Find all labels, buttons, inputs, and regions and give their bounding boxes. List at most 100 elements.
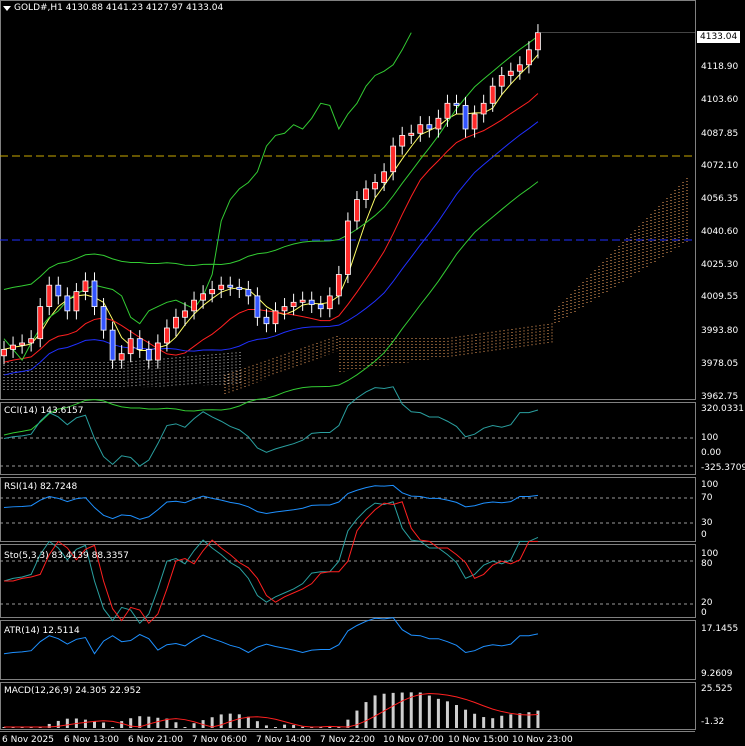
ma-fast-line xyxy=(3,93,539,363)
macd-bar xyxy=(346,719,350,728)
rsi-level: 30 xyxy=(701,518,713,528)
candle-body xyxy=(209,289,216,295)
symbol-header: GOLD#,H1 4130.88 4141.23 4127.97 4133.04 xyxy=(14,3,224,13)
candle-body xyxy=(308,299,315,305)
candle-body xyxy=(200,293,207,301)
price-label: 4040.60 xyxy=(701,227,739,237)
macd-bar xyxy=(210,717,214,728)
macd-bar xyxy=(364,702,368,728)
macd-bar xyxy=(183,727,187,728)
candle-body xyxy=(82,280,89,293)
candle-body xyxy=(19,342,26,346)
candle-body xyxy=(163,327,170,344)
macd-bar xyxy=(328,727,332,728)
candle-body xyxy=(1,348,7,357)
macd-bar xyxy=(237,714,241,728)
candle-body xyxy=(100,306,107,331)
price-label: 3962.75 xyxy=(701,392,739,402)
time-label: 7 Nov 06:00 xyxy=(192,735,247,745)
candle-body xyxy=(399,134,406,147)
candle-body xyxy=(390,145,397,173)
macd-bar xyxy=(301,726,305,728)
macd-bar xyxy=(500,715,504,728)
candle-body xyxy=(426,124,433,130)
sto-title: Sto(5,3,3) 83.4139 88.3357 xyxy=(4,551,129,561)
cci-bottom: -325.3709 xyxy=(701,463,745,473)
candle-body xyxy=(408,132,415,136)
price-label: 4056.35 xyxy=(701,194,739,204)
candle-body xyxy=(136,338,143,350)
macd-bar xyxy=(255,721,259,728)
macd-bar xyxy=(156,717,160,728)
macd-bar xyxy=(47,723,51,728)
time-label: 6 Nov 21:00 xyxy=(128,735,183,745)
macd-bar xyxy=(436,698,440,728)
candle-body xyxy=(453,102,460,106)
time-label: 6 Nov 2025 xyxy=(2,735,54,745)
candle-body xyxy=(290,301,297,307)
macd-bar xyxy=(93,721,96,728)
current-price-tag: 4133.04 xyxy=(697,31,740,43)
sto-level: 0 xyxy=(701,608,707,618)
bollinger-lower xyxy=(3,181,539,436)
macd-bar xyxy=(491,718,495,728)
macd-top: 25.525 xyxy=(701,684,733,694)
atr-line xyxy=(3,617,539,655)
price-label: 4072.10 xyxy=(701,161,739,171)
macd-signal-line xyxy=(4,693,538,728)
candle-body xyxy=(435,117,442,130)
price-label: 3993.80 xyxy=(701,326,739,336)
price-label: 4118.90 xyxy=(701,62,739,72)
cci-top: 320.0331 xyxy=(701,404,744,414)
candle-body xyxy=(191,299,197,312)
macd-bar xyxy=(264,725,268,728)
macd-bar xyxy=(445,701,449,728)
macd-bar xyxy=(83,719,87,728)
candle-body xyxy=(28,338,35,344)
candle-body xyxy=(272,310,279,325)
macd-bar xyxy=(246,716,250,728)
macd-bar xyxy=(337,726,341,728)
macd-bar xyxy=(111,727,115,728)
macd-bar xyxy=(274,727,277,728)
price-label: 4025.30 xyxy=(701,260,739,270)
candle-body xyxy=(218,284,225,290)
candle-body xyxy=(227,284,234,288)
candle-body xyxy=(173,316,179,329)
macd-bar xyxy=(482,717,486,728)
rsi-level: 70 xyxy=(701,493,713,503)
time-label: 10 Nov 23:00 xyxy=(512,735,573,745)
macd-bar xyxy=(138,716,142,728)
pane-frame xyxy=(0,477,696,542)
macd-bar xyxy=(219,714,223,728)
time-label: 10 Nov 15:00 xyxy=(448,735,509,745)
macd-bar xyxy=(427,695,431,728)
time-label: 7 Nov 14:00 xyxy=(256,735,311,745)
candle-body xyxy=(372,182,378,190)
candle-body xyxy=(254,295,261,318)
macd-bar xyxy=(165,718,169,728)
price-label: 4087.85 xyxy=(701,129,739,139)
rsi-line xyxy=(3,484,539,520)
candle-body xyxy=(471,113,478,130)
chikou-line xyxy=(3,32,412,361)
candle-body xyxy=(417,124,424,134)
macd-bar xyxy=(400,692,404,728)
macd-bar xyxy=(418,692,422,728)
candle-body xyxy=(236,286,243,290)
macd-bar xyxy=(518,713,522,728)
price-label: 4103.60 xyxy=(701,95,739,105)
candle-body xyxy=(154,342,161,361)
macd-bar xyxy=(536,710,540,728)
collapse-icon[interactable] xyxy=(3,6,11,11)
pane-frame xyxy=(0,620,696,680)
candle-body xyxy=(46,284,53,307)
macd-bar xyxy=(464,709,468,728)
cci-level: 0.00 xyxy=(701,448,722,458)
candle-body xyxy=(335,274,342,297)
candle-body xyxy=(281,306,288,312)
macd-bar xyxy=(455,705,458,728)
candle-body xyxy=(535,32,541,51)
macd-bar xyxy=(120,721,124,728)
